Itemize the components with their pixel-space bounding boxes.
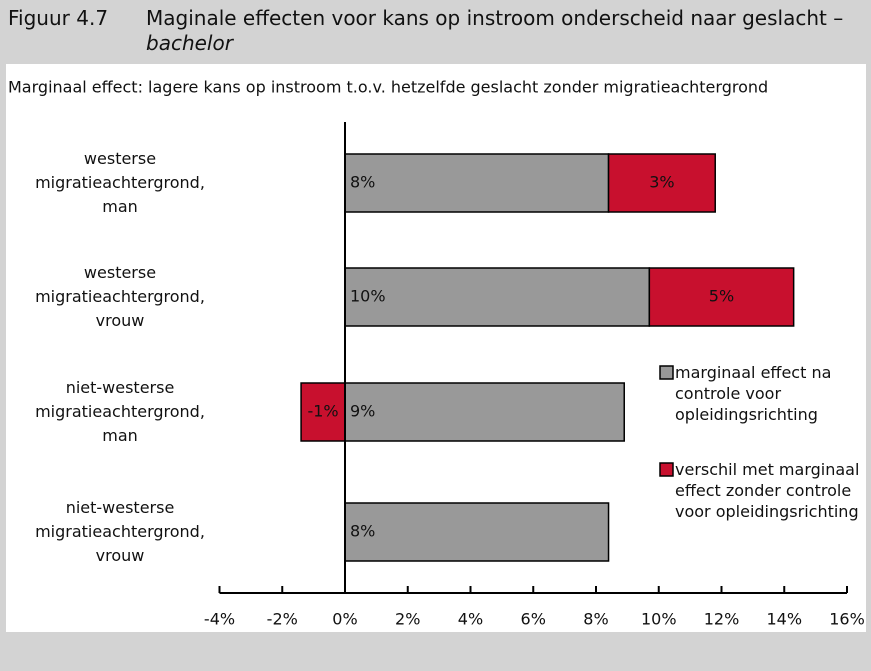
category-label: westerse migratieachtergrond, vrouw [35, 263, 205, 330]
category-line: niet-westerse [66, 498, 175, 517]
category-line: vrouw [96, 546, 145, 565]
bar-segment [344, 267, 651, 327]
x-tick-label: 8% [583, 610, 608, 629]
header: Figuur 4.7 Maginale effecten voor kans o… [0, 0, 871, 64]
x-tick-label: 0% [332, 610, 357, 629]
category-line: niet-westerse [66, 378, 175, 397]
legend-label: verschil met marginaal effect zonder con… [675, 460, 860, 521]
category-line: vrouw [96, 311, 145, 330]
category-line: man [102, 426, 138, 445]
category-label: niet-westerse migratieachtergrond, man [35, 378, 205, 445]
x-tick-label: 2% [395, 610, 420, 629]
figure-label: Figuur 4.7 [8, 6, 109, 30]
x-tick-label: 4% [458, 610, 483, 629]
bar-segment [344, 382, 625, 442]
bar-segment [344, 502, 610, 562]
x-tick-label: 6% [521, 610, 546, 629]
legend-label: marginaal effect na controle voor opleid… [675, 363, 832, 424]
value-label: 5% [709, 287, 734, 306]
category-label: niet-westerse migratieachtergrond, vrouw [35, 498, 205, 565]
chart-title: Maginale effecten voor kans op instroom … [146, 6, 846, 56]
category-line: man [102, 197, 138, 216]
x-tick-label: -2% [267, 610, 298, 629]
category-line: westerse [84, 263, 156, 282]
category-line: migratieachtergrond, [35, 173, 205, 192]
category-line: migratieachtergrond, [35, 522, 205, 541]
bar-segment [344, 153, 610, 213]
category-line: westerse [84, 149, 156, 168]
title-emphasis: bachelor [146, 31, 233, 55]
category-label: westerse migratieachtergrond, man [35, 149, 205, 216]
x-tick-label: 10% [641, 610, 677, 629]
value-label: -1% [307, 402, 338, 421]
category-line: migratieachtergrond, [35, 402, 205, 421]
title-text: Maginale effecten voor kans op instroom … [146, 6, 844, 30]
value-label: 9% [350, 402, 375, 421]
category-line: migratieachtergrond, [35, 287, 205, 306]
x-tick-label: 16% [829, 610, 865, 629]
x-tick-label: 12% [704, 610, 740, 629]
bar-segment [300, 382, 346, 442]
subtitle: Marginaal effect: lagere kans op instroo… [8, 78, 768, 97]
legend-swatch [659, 462, 674, 477]
bar-segment [648, 267, 795, 327]
x-tick-label: 14% [766, 610, 802, 629]
x-tick-label: -4% [204, 610, 235, 629]
value-label: 8% [350, 522, 375, 541]
value-label: 8% [350, 173, 375, 192]
value-label: 10% [350, 287, 386, 306]
bar-segment [607, 153, 716, 213]
value-label: 3% [649, 173, 674, 192]
legend-swatch [659, 365, 674, 380]
